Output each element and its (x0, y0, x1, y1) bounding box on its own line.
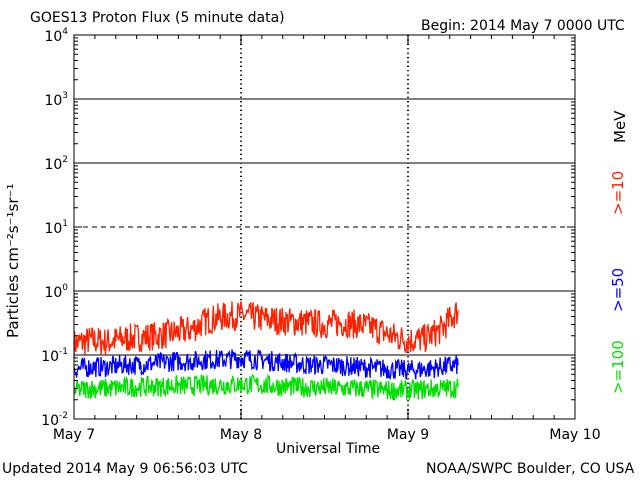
x-axis-label: Universal Time (276, 441, 381, 457)
updated-timestamp: Updated 2014 May 9 06:56:03 UTC (2, 461, 248, 477)
y-tick-label: 10-1 (41, 347, 68, 365)
legend-series-0: >=10 (609, 170, 627, 215)
y-tick-exponent: 1 (62, 219, 68, 229)
legend-series-1: >=50 (609, 267, 627, 312)
y-tick-exponent: 2 (62, 155, 68, 165)
y-tick-base: 10 (44, 29, 62, 45)
chart-title: GOES13 Proton Flux (5 minute data) (30, 10, 285, 26)
series-line-2 (73, 373, 459, 401)
begin-time-label: Begin: 2014 May 7 0000 UTC (421, 18, 625, 34)
x-tick-label: May 10 (549, 427, 600, 443)
y-tick-exponent: -2 (59, 411, 68, 421)
y-tick-exponent: 0 (62, 283, 68, 293)
series-line-0 (73, 301, 459, 359)
y-tick-base: 10 (44, 285, 62, 301)
y-tick-base: 10 (44, 157, 62, 173)
legend-series-2: >=100 (609, 340, 627, 394)
legend-unit: MeV (611, 110, 629, 143)
series-layer (73, 301, 459, 401)
grid-layer (74, 35, 575, 419)
y-tick-base: 10 (41, 349, 59, 365)
series-line-1 (73, 349, 459, 381)
y-tick-label: 100 (44, 283, 68, 301)
y-tick-label: 10-2 (41, 411, 68, 429)
y-tick-exponent: 4 (62, 27, 68, 37)
y-tick-base: 10 (44, 221, 62, 237)
y-tick-base: 10 (41, 413, 59, 429)
y-tick-label: 103 (44, 91, 68, 109)
x-tick-label: May 7 (53, 427, 95, 443)
y-tick-exponent: -1 (59, 347, 68, 357)
x-tick-label: May 8 (220, 427, 262, 443)
y-axis-label: Particles cm⁻²s⁻¹sr⁻¹ (4, 183, 22, 338)
credit-label: NOAA/SWPC Boulder, CO USA (426, 461, 635, 477)
y-tick-exponent: 3 (62, 91, 68, 101)
y-tick-label: 104 (44, 27, 68, 45)
x-tick-label: May 9 (387, 427, 429, 443)
y-tick-label: 102 (44, 155, 68, 173)
y-tick-base: 10 (44, 93, 62, 109)
y-tick-label: 101 (44, 219, 68, 237)
